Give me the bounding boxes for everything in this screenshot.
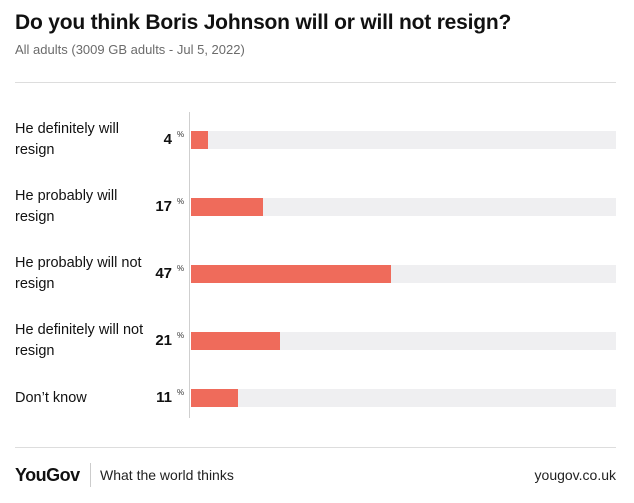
top-divider [15, 82, 616, 83]
chart-row: He probably will not resign 47% [0, 246, 634, 302]
chart-row: He definitely will not resign 21% [0, 313, 634, 369]
value-label: 4 [163, 131, 172, 148]
chart-title: Do you think Boris Johnson will or will … [15, 11, 512, 34]
value-label: 11 [156, 389, 172, 406]
yougov-logo: YouGov [15, 465, 80, 485]
category-label: He probably will not resign [15, 255, 142, 292]
bar [191, 265, 391, 283]
value-label: 17 [155, 198, 172, 215]
bottom-divider [15, 447, 616, 448]
footer-url[interactable]: yougov.co.uk [534, 467, 616, 483]
chart-row: He probably will resign 17% [0, 179, 634, 235]
category-label: Don’t know [15, 390, 87, 406]
bar [191, 332, 280, 350]
bar [191, 389, 238, 407]
category-label: He definitely will not resign [15, 322, 144, 359]
chart-row: He definitely will resign 4% [0, 112, 634, 168]
percent-unit: % [177, 130, 185, 139]
bar-track [191, 131, 616, 149]
chart-subtitle: All adults (3009 GB adults - Jul 5, 2022… [15, 42, 245, 57]
bar-track [191, 332, 616, 350]
chart-axis-line [189, 112, 190, 418]
footer-separator [90, 463, 91, 487]
category-label: He definitely will resign [15, 121, 119, 158]
chart-row: Don’t know 11% [0, 370, 634, 426]
bar [191, 198, 263, 216]
category-label: He probably will resign [15, 188, 118, 225]
bar-track [191, 389, 616, 407]
bar [191, 131, 208, 149]
percent-unit: % [177, 388, 185, 397]
percent-unit: % [177, 331, 185, 340]
footer-tagline: What the world thinks [100, 467, 234, 483]
bar-chart: He definitely will resign 4% He probably w… [0, 112, 634, 426]
percent-unit: % [177, 197, 185, 206]
bar-track [191, 198, 616, 216]
value-label: 21 [155, 332, 172, 349]
percent-unit: % [177, 264, 185, 273]
value-label: 47 [155, 265, 172, 282]
